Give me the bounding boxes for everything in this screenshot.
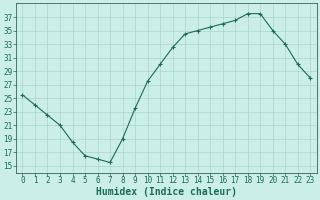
X-axis label: Humidex (Indice chaleur): Humidex (Indice chaleur) <box>96 186 237 197</box>
